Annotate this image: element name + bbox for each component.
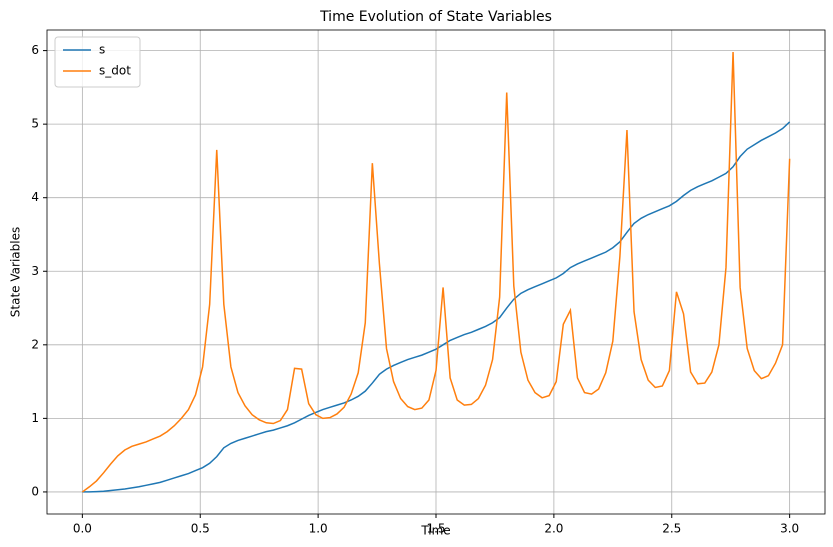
legend: s s_dot <box>54 36 141 88</box>
x-tick-label: 3.0 <box>780 522 799 536</box>
x-tick-label: 1.5 <box>426 522 445 536</box>
y-tick-label: 1 <box>31 411 39 425</box>
chart-title: Time Evolution of State Variables <box>319 9 552 25</box>
x-axis-label: Time <box>420 524 450 538</box>
x-tick-label: 0.5 <box>191 522 210 536</box>
x-tick-label: 0.0 <box>73 522 92 536</box>
plot-frame <box>46 29 826 515</box>
y-tick-label: 4 <box>31 190 39 204</box>
legend-box <box>54 36 141 88</box>
y-tick-label: 0 <box>31 484 39 498</box>
y-tick-label: 6 <box>31 43 39 57</box>
x-tick-label: 1.0 <box>309 522 328 536</box>
line-series <box>81 52 791 493</box>
y-tick-label: 5 <box>31 117 39 131</box>
line-series <box>82 121 791 493</box>
legend-label: s <box>99 43 105 57</box>
x-tick-label: 2.0 <box>544 522 563 536</box>
legend-label: s_dot <box>99 64 131 78</box>
x-tick-label: 2.5 <box>662 522 681 536</box>
y-tick-label: 2 <box>31 337 39 351</box>
y-axis-label: State Variables <box>9 227 23 317</box>
y-tick-label: 3 <box>31 264 39 278</box>
